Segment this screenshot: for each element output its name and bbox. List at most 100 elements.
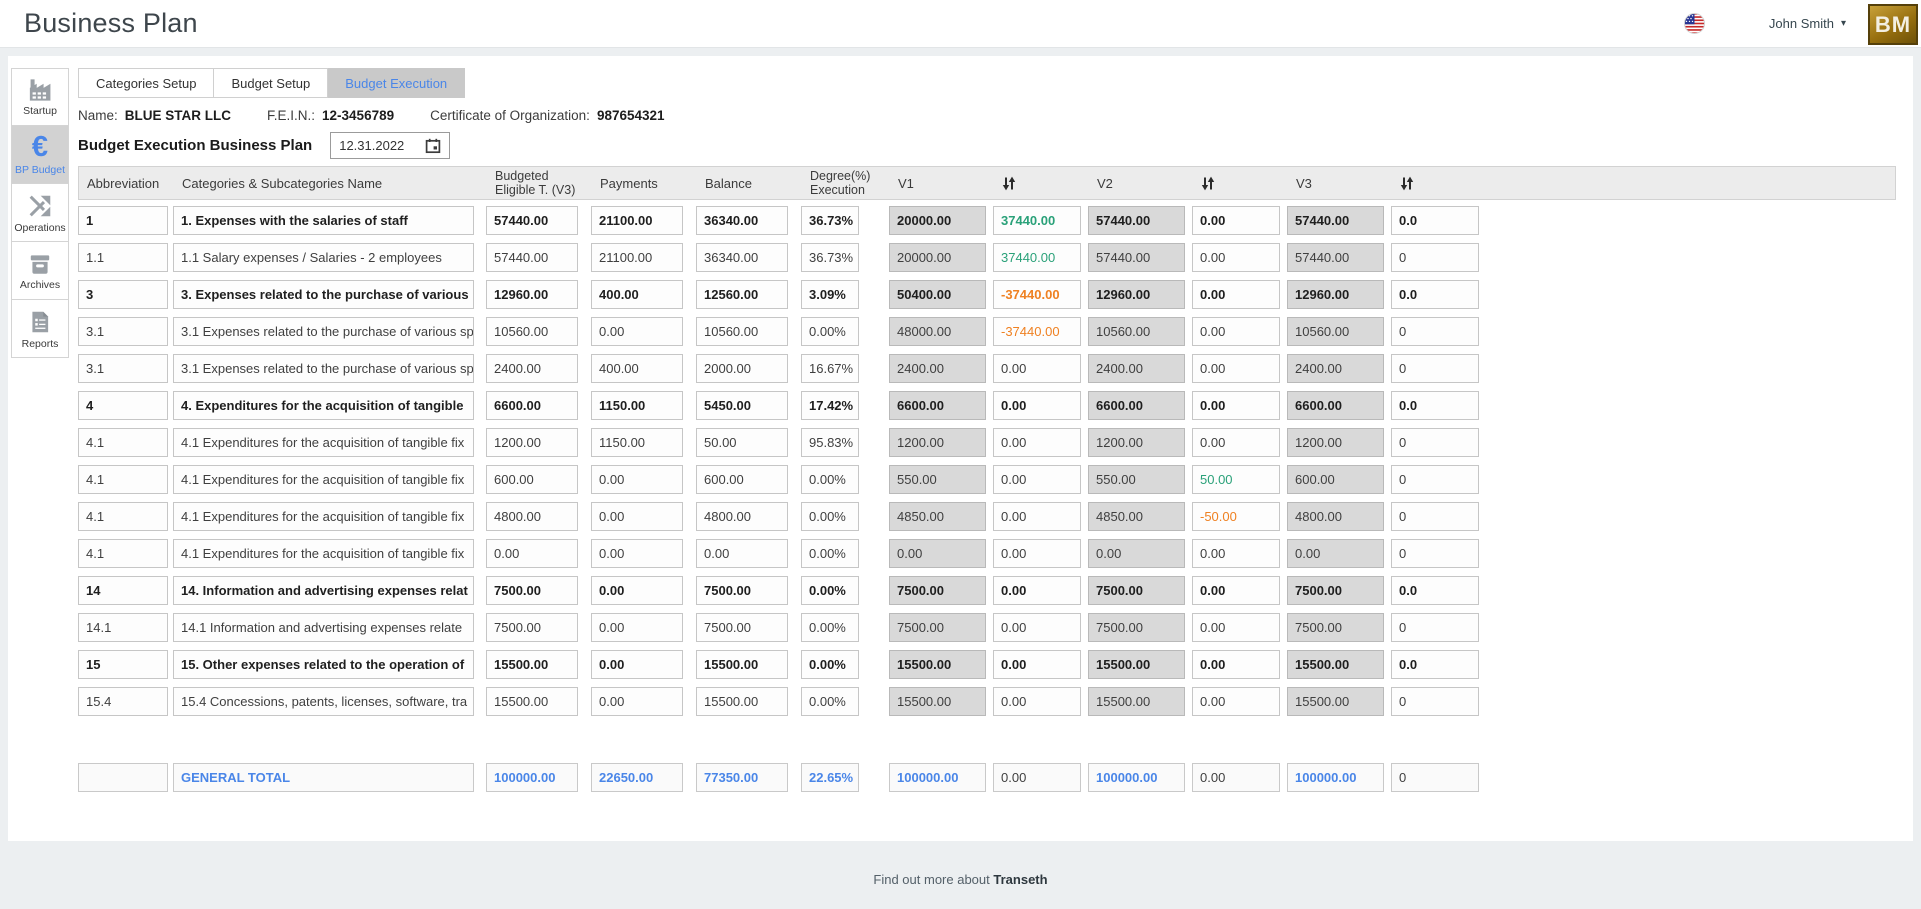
cell-v1-adjustment[interactable]: 0.00 <box>993 391 1081 420</box>
cell-v3-adjustment[interactable]: 0 <box>1391 465 1479 494</box>
cell-v3-adjustment[interactable]: 0 <box>1391 243 1479 272</box>
cell-payments[interactable]: 400.00 <box>591 280 683 309</box>
cell-budgeted-eligible[interactable]: 57440.00 <box>486 243 578 272</box>
sort-v2-icon[interactable] <box>1193 167 1281 199</box>
cell-payments[interactable]: 0.00 <box>591 650 683 679</box>
cell-balance[interactable]: 2000.00 <box>696 354 788 383</box>
cell-category-name[interactable]: 4. Expenditures for the acquisition of t… <box>173 391 474 420</box>
cell-balance[interactable]: 4800.00 <box>696 502 788 531</box>
cell-balance[interactable]: 7500.00 <box>696 576 788 605</box>
cell-category-name[interactable]: 15. Other expenses related to the operat… <box>173 650 474 679</box>
cell-abbreviation[interactable]: 15.4 <box>78 687 168 716</box>
cell-balance[interactable]: 10560.00 <box>696 317 788 346</box>
cell-budgeted-eligible[interactable]: 10560.00 <box>486 317 578 346</box>
tab-budget-execution[interactable]: Budget Execution <box>328 68 466 98</box>
cell-v2-adjustment[interactable]: 0.00 <box>1192 687 1280 716</box>
cell-v1-adjustment[interactable]: 0.00 <box>993 687 1081 716</box>
cell-abbreviation[interactable]: 3.1 <box>78 317 168 346</box>
cell-v1-adjustment[interactable]: 0.00 <box>993 650 1081 679</box>
cell-payments[interactable]: 0.00 <box>591 465 683 494</box>
cell-payments[interactable]: 0.00 <box>591 576 683 605</box>
cell-balance[interactable]: 0.00 <box>696 539 788 568</box>
cell-balance[interactable]: 36340.00 <box>696 206 788 235</box>
cell-v1-adjustment[interactable]: 0.00 <box>993 428 1081 457</box>
cell-payments[interactable]: 0.00 <box>591 502 683 531</box>
cell-budgeted-eligible[interactable]: 7500.00 <box>486 613 578 642</box>
cell-category-name[interactable]: 4.1 Expenditures for the acquisition of … <box>173 428 474 457</box>
cell-abbreviation[interactable]: 14 <box>78 576 168 605</box>
cell-balance[interactable]: 15500.00 <box>696 687 788 716</box>
cell-v3-adjustment[interactable]: 0.0 <box>1391 650 1479 679</box>
cell-v3-adjustment[interactable]: 0 <box>1391 317 1479 346</box>
cell-category-name[interactable]: 1. Expenses with the salaries of staff <box>173 206 474 235</box>
cell-v3-adjustment[interactable]: 0 <box>1391 428 1479 457</box>
sort-v1-icon[interactable] <box>994 167 1082 199</box>
cell-category-name[interactable]: 3.1 Expenses related to the purchase of … <box>173 354 474 383</box>
cell-v2-adjustment[interactable]: 0.00 <box>1192 576 1280 605</box>
cell-balance[interactable]: 36340.00 <box>696 243 788 272</box>
cell-abbreviation[interactable]: 15 <box>78 650 168 679</box>
cell-payments[interactable]: 0.00 <box>591 687 683 716</box>
cell-budgeted-eligible[interactable]: 15500.00 <box>486 687 578 716</box>
cell-abbreviation[interactable]: 4.1 <box>78 428 168 457</box>
cell-category-name[interactable]: 3. Expenses related to the purchase of v… <box>173 280 474 309</box>
cell-payments[interactable]: 21100.00 <box>591 206 683 235</box>
user-menu[interactable]: John Smith ▾ <box>1769 16 1846 31</box>
cell-budgeted-eligible[interactable]: 7500.00 <box>486 576 578 605</box>
tab-categories-setup[interactable]: Categories Setup <box>78 68 215 98</box>
sidebar-item-archives[interactable]: Archives <box>11 242 69 300</box>
cell-v2-adjustment[interactable]: 0.00 <box>1192 354 1280 383</box>
cell-payments[interactable]: 0.00 <box>591 539 683 568</box>
cell-budgeted-eligible[interactable]: 600.00 <box>486 465 578 494</box>
cell-category-name[interactable]: 4.1 Expenditures for the acquisition of … <box>173 465 474 494</box>
tab-budget-setup[interactable]: Budget Setup <box>214 68 329 98</box>
cell-v1-adjustment[interactable]: -37440.00 <box>993 280 1081 309</box>
cell-balance[interactable]: 5450.00 <box>696 391 788 420</box>
cell-abbreviation[interactable]: 4 <box>78 391 168 420</box>
cell-v1-adjustment[interactable]: 37440.00 <box>993 243 1081 272</box>
cell-v1-adjustment[interactable]: 0.00 <box>993 539 1081 568</box>
cell-balance[interactable]: 50.00 <box>696 428 788 457</box>
cell-v3-adjustment[interactable]: 0 <box>1391 687 1479 716</box>
cell-balance[interactable]: 12560.00 <box>696 280 788 309</box>
cell-abbreviation[interactable]: 3.1 <box>78 354 168 383</box>
cell-category-name[interactable]: 4.1 Expenditures for the acquisition of … <box>173 539 474 568</box>
cell-category-name[interactable]: 4.1 Expenditures for the acquisition of … <box>173 502 474 531</box>
cell-abbreviation[interactable]: 14.1 <box>78 613 168 642</box>
cell-payments[interactable]: 21100.00 <box>591 243 683 272</box>
cell-budgeted-eligible[interactable]: 12960.00 <box>486 280 578 309</box>
footer-brand-link[interactable]: Transeth <box>993 872 1048 887</box>
cell-v2-adjustment[interactable]: 0.00 <box>1192 206 1280 235</box>
language-flag-icon[interactable] <box>1683 13 1705 34</box>
cell-budgeted-eligible[interactable]: 6600.00 <box>486 391 578 420</box>
cell-v2-adjustment[interactable]: 0.00 <box>1192 391 1280 420</box>
cell-v2-adjustment[interactable]: -50.00 <box>1192 502 1280 531</box>
cell-abbreviation[interactable]: 4.1 <box>78 502 168 531</box>
cell-payments[interactable]: 1150.00 <box>591 391 683 420</box>
cell-budgeted-eligible[interactable]: 15500.00 <box>486 650 578 679</box>
sidebar-item-startup[interactable]: Startup <box>11 68 69 126</box>
cell-v3-adjustment[interactable]: 0.0 <box>1391 391 1479 420</box>
cell-v3-adjustment[interactable]: 0 <box>1391 539 1479 568</box>
cell-abbreviation[interactable]: 4.1 <box>78 465 168 494</box>
cell-v2-adjustment[interactable]: 0.00 <box>1192 539 1280 568</box>
cell-abbreviation[interactable]: 1.1 <box>78 243 168 272</box>
cell-v3-adjustment[interactable]: 0.0 <box>1391 280 1479 309</box>
cell-budgeted-eligible[interactable]: 4800.00 <box>486 502 578 531</box>
cell-payments[interactable]: 0.00 <box>591 613 683 642</box>
cell-balance[interactable]: 600.00 <box>696 465 788 494</box>
cell-v1-adjustment[interactable]: 0.00 <box>993 613 1081 642</box>
cell-balance[interactable]: 7500.00 <box>696 613 788 642</box>
cell-v2-adjustment[interactable]: 0.00 <box>1192 428 1280 457</box>
cell-v2-adjustment[interactable]: 50.00 <box>1192 465 1280 494</box>
date-picker-input[interactable]: 12.31.2022 <box>330 132 451 159</box>
sidebar-item-operations[interactable]: Operations <box>11 184 69 242</box>
cell-abbreviation[interactable]: 4.1 <box>78 539 168 568</box>
cell-v1-adjustment[interactable]: 37440.00 <box>993 206 1081 235</box>
cell-v2-adjustment[interactable]: 0.00 <box>1192 613 1280 642</box>
cell-category-name[interactable]: 15.4 Concessions, patents, licenses, sof… <box>173 687 474 716</box>
cell-category-name[interactable]: 3.1 Expenses related to the purchase of … <box>173 317 474 346</box>
cell-v1-adjustment[interactable]: -37440.00 <box>993 317 1081 346</box>
cell-v3-adjustment[interactable]: 0 <box>1391 613 1479 642</box>
cell-v2-adjustment[interactable]: 0.00 <box>1192 243 1280 272</box>
